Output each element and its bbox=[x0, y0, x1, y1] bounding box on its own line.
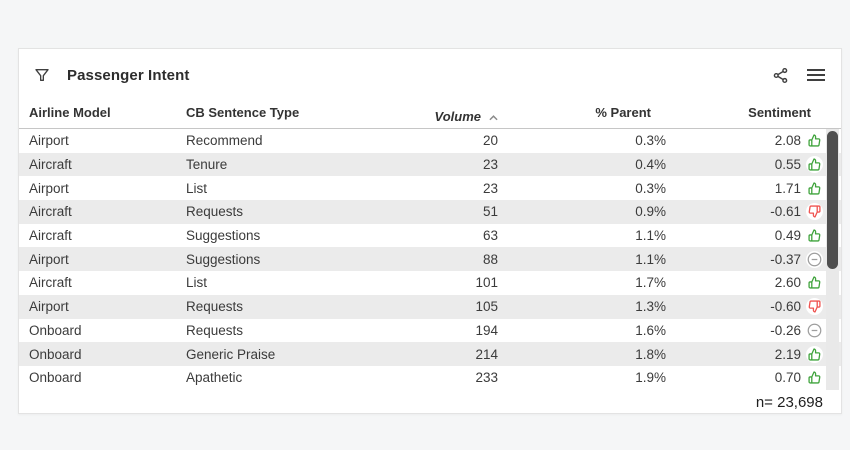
cell-sentiment: 2.08 bbox=[666, 132, 823, 150]
total-count: n= 23,698 bbox=[755, 393, 823, 411]
cell-sentence-type: List bbox=[186, 180, 208, 196]
share-button[interactable] bbox=[769, 64, 791, 86]
cell-pct-parent: 1.9% bbox=[635, 370, 666, 386]
cell-sentiment: -0.26 bbox=[666, 321, 823, 339]
cell-pct-parent: 1.7% bbox=[635, 275, 666, 291]
vertical-scrollbar-track[interactable] bbox=[826, 129, 839, 390]
cell-volume: 214 bbox=[475, 346, 498, 362]
cell-sentiment: 1.71 bbox=[666, 179, 823, 197]
cell-pct-parent: 1.1% bbox=[635, 228, 666, 244]
column-header-airline-model[interactable]: Airline Model bbox=[29, 105, 111, 120]
table-row[interactable]: Aircraft Suggestions 63 1.1% 0.49 bbox=[19, 224, 841, 248]
cell-volume: 20 bbox=[482, 133, 498, 149]
cell-airline-model: Airport bbox=[29, 299, 69, 315]
thumbs-up-icon bbox=[806, 345, 823, 363]
vertical-scrollbar-thumb[interactable] bbox=[827, 131, 838, 269]
table-row[interactable]: Onboard Apathetic 233 1.9% 0.70 bbox=[19, 366, 841, 390]
widget-titlebar: Passenger Intent bbox=[19, 49, 841, 93]
cell-sentence-type: Tenure bbox=[186, 157, 228, 173]
filter-button[interactable] bbox=[31, 64, 53, 86]
cell-sentence-type: List bbox=[186, 275, 208, 291]
cell-sentence-type: Generic Praise bbox=[186, 346, 276, 362]
cell-sentiment: 0.55 bbox=[666, 156, 823, 174]
cell-sentiment: 0.49 bbox=[666, 227, 823, 245]
table-row[interactable]: Onboard Generic Praise 214 1.8% 2.19 bbox=[19, 342, 841, 366]
cell-airline-model: Aircraft bbox=[29, 157, 72, 173]
column-header-sentiment[interactable]: Sentiment bbox=[748, 105, 811, 120]
column-header-cb-sentence-type[interactable]: CB Sentence Type bbox=[186, 105, 300, 120]
hamburger-menu-icon bbox=[807, 68, 825, 82]
cell-volume: 23 bbox=[482, 157, 498, 173]
cell-sentiment: -0.61 bbox=[666, 203, 823, 221]
cell-airline-model: Aircraft bbox=[29, 275, 72, 291]
cell-airline-model: Onboard bbox=[29, 370, 82, 386]
cell-volume: 101 bbox=[475, 275, 498, 291]
cell-sentence-type: Suggestions bbox=[186, 251, 261, 267]
cell-volume: 63 bbox=[482, 228, 498, 244]
widget-menu-button[interactable] bbox=[805, 64, 827, 86]
cell-pct-parent: 0.3% bbox=[635, 180, 666, 196]
cell-sentence-type: Requests bbox=[186, 322, 244, 338]
cell-sentence-type: Requests bbox=[186, 204, 244, 220]
cell-sentiment: 2.19 bbox=[666, 345, 823, 363]
table-row[interactable]: Aircraft Requests 51 0.9% -0.61 bbox=[19, 200, 841, 224]
thumbs-down-icon bbox=[806, 203, 823, 221]
cell-sentence-type: Recommend bbox=[186, 133, 263, 149]
cell-airline-model: Aircraft bbox=[29, 204, 72, 220]
cell-volume: 194 bbox=[475, 322, 498, 338]
neutral-icon bbox=[806, 321, 823, 339]
cell-sentiment: 2.60 bbox=[666, 274, 823, 292]
table-row[interactable]: Airport Requests 105 1.3% -0.60 bbox=[19, 294, 841, 319]
table-footer: n= 23,698 bbox=[19, 390, 841, 414]
table-row[interactable]: Airport Recommend 20 0.3% 2.08 bbox=[19, 129, 841, 153]
column-header-volume[interactable]: Volume bbox=[421, 109, 498, 124]
cell-pct-parent: 1.8% bbox=[635, 346, 666, 362]
cell-airline-model: Airport bbox=[29, 180, 69, 196]
cell-airline-model: Airport bbox=[29, 133, 69, 149]
cell-airline-model: Onboard bbox=[29, 346, 82, 362]
cell-pct-parent: 1.1% bbox=[635, 251, 666, 267]
funnel-filter-icon bbox=[34, 67, 50, 83]
table-row[interactable]: Airport List 23 0.3% 1.71 bbox=[19, 176, 841, 200]
table-header-row: Airline Model CB Sentence Type Volume % … bbox=[19, 93, 841, 129]
cell-airline-model: Onboard bbox=[29, 322, 82, 338]
cell-pct-parent: 0.9% bbox=[635, 204, 666, 220]
neutral-icon bbox=[806, 250, 823, 268]
thumbs-up-icon bbox=[806, 132, 823, 150]
column-header-pct-parent[interactable]: % Parent bbox=[595, 105, 651, 120]
widget-title: Passenger Intent bbox=[67, 66, 190, 84]
cell-volume: 88 bbox=[482, 251, 498, 267]
thumbs-down-icon bbox=[806, 298, 823, 316]
thumbs-up-icon bbox=[806, 227, 823, 245]
cell-sentence-type: Requests bbox=[186, 299, 244, 315]
table-row[interactable]: Aircraft Tenure 23 0.4% 0.55 bbox=[19, 152, 841, 177]
cell-volume: 233 bbox=[475, 370, 498, 386]
table-body: Airport Recommend 20 0.3% 2.08 Aircraft … bbox=[19, 129, 841, 390]
share-icon bbox=[772, 67, 789, 84]
thumbs-up-icon bbox=[806, 369, 823, 387]
thumbs-up-icon bbox=[806, 179, 823, 197]
passenger-intent-widget: Passenger Intent Airline Model CB Senten… bbox=[18, 48, 842, 414]
cell-pct-parent: 0.3% bbox=[635, 133, 666, 149]
thumbs-up-icon bbox=[806, 156, 823, 174]
cell-airline-model: Aircraft bbox=[29, 228, 72, 244]
cell-volume: 23 bbox=[482, 180, 498, 196]
cell-airline-model: Airport bbox=[29, 251, 69, 267]
cell-pct-parent: 1.6% bbox=[635, 322, 666, 338]
cell-sentiment: -0.60 bbox=[666, 298, 823, 316]
sort-ascending-icon bbox=[489, 114, 498, 121]
thumbs-up-icon bbox=[806, 274, 823, 292]
cell-pct-parent: 1.3% bbox=[635, 299, 666, 315]
table-row[interactable]: Airport Suggestions 88 1.1% -0.37 bbox=[19, 247, 841, 272]
cell-volume: 51 bbox=[482, 204, 498, 220]
table-row[interactable]: Onboard Requests 194 1.6% -0.26 bbox=[19, 319, 841, 343]
table-row[interactable]: Aircraft List 101 1.7% 2.60 bbox=[19, 271, 841, 295]
cell-sentence-type: Apathetic bbox=[186, 370, 243, 386]
cell-sentiment: -0.37 bbox=[666, 250, 823, 268]
cell-sentence-type: Suggestions bbox=[186, 228, 261, 244]
cell-pct-parent: 0.4% bbox=[635, 157, 666, 173]
cell-sentiment: 0.70 bbox=[666, 369, 823, 387]
cell-volume: 105 bbox=[475, 299, 498, 315]
